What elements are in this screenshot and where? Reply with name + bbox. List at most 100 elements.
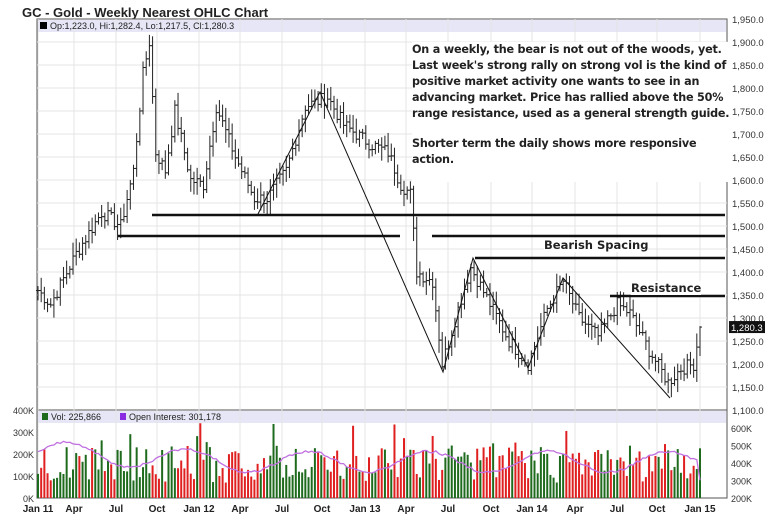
volume-bar xyxy=(571,453,574,498)
volume-bar xyxy=(56,477,59,498)
chart-title: GC - Gold - Weekly Nearest OHLC Chart xyxy=(22,5,269,20)
volume-bar xyxy=(406,456,409,498)
volume-bar xyxy=(463,452,466,498)
volume-bar xyxy=(438,479,441,498)
x-tick-label: Jan 15 xyxy=(684,504,716,515)
annotation-paragraph-1: On a weekly, the bear is not out of the … xyxy=(412,43,730,120)
volume-bar xyxy=(380,448,383,498)
volume-bar xyxy=(336,450,339,498)
price-tick-label: 1,700.0 xyxy=(732,130,764,141)
x-tick-label: Jan 13 xyxy=(349,504,381,515)
volume-bar xyxy=(444,457,447,498)
volume-bar xyxy=(332,456,335,498)
volume-bar xyxy=(425,450,428,498)
volume-bar xyxy=(243,476,246,498)
volume-bar xyxy=(597,449,600,498)
bearish-spacing-label: Bearish Spacing xyxy=(544,238,649,252)
volume-tick-label: 300K xyxy=(13,428,34,438)
volume-bar xyxy=(65,447,68,498)
volume-bar xyxy=(224,482,227,498)
volume-legend-bar xyxy=(38,411,726,423)
volume-bar xyxy=(282,477,285,498)
volume-bar xyxy=(460,456,463,498)
volume-bar xyxy=(517,456,520,498)
volume-bar xyxy=(447,448,450,498)
x-tick-label: Jul xyxy=(441,504,456,515)
volume-bar xyxy=(619,457,622,498)
last-price-tag xyxy=(729,321,765,334)
volume-bar xyxy=(183,468,186,498)
volume-bar xyxy=(342,478,345,498)
volume-bar xyxy=(253,479,256,498)
price-tick-label: 1,950.0 xyxy=(732,15,764,26)
price-tick-label: 1,300.0 xyxy=(732,314,764,325)
volume-bar xyxy=(358,471,361,498)
volume-bar xyxy=(37,473,39,498)
volume-bar xyxy=(231,452,234,498)
volume-bar xyxy=(552,477,555,498)
volume-bar xyxy=(94,449,97,498)
volume-bar xyxy=(578,452,581,498)
volume-bar xyxy=(269,455,272,498)
annotation-box: On a weekly, the bear is not out of the … xyxy=(412,42,730,182)
price-tick-label: 1,650.0 xyxy=(732,153,764,164)
volume-bar xyxy=(164,481,167,498)
volume-bar xyxy=(91,448,94,498)
volume-bar xyxy=(167,453,170,498)
x-tick-label: Apr xyxy=(231,504,248,515)
volume-bar xyxy=(154,474,157,498)
volume-bar xyxy=(84,454,87,498)
price-tick-label: 1,550.0 xyxy=(732,199,764,210)
volume-bar xyxy=(683,455,686,498)
volume-bar xyxy=(434,458,437,498)
volume-bar xyxy=(196,436,199,498)
volume-tick-label: 400K xyxy=(13,406,34,416)
volume-bar xyxy=(116,449,119,498)
volume-bar xyxy=(498,455,501,498)
volume-bar xyxy=(663,444,666,498)
volume-bar xyxy=(259,473,262,498)
volume-bar xyxy=(466,454,469,498)
volume-bar xyxy=(399,458,402,498)
volume-bar xyxy=(129,434,132,498)
volume-bar xyxy=(294,448,297,498)
volume-bar xyxy=(600,453,603,498)
price-tick-label: 1,600.0 xyxy=(732,176,764,187)
volume-bar xyxy=(609,459,612,498)
volume-bar xyxy=(278,457,281,498)
volume-bar xyxy=(192,479,195,498)
volume-bar xyxy=(574,458,577,498)
volume-bar xyxy=(450,445,453,498)
volume-bar xyxy=(68,477,71,498)
x-tick-label: Jul xyxy=(610,504,625,515)
volume-bar xyxy=(638,451,641,498)
x-tick-label: Jan 12 xyxy=(183,504,215,515)
annotation-paragraph-2: Shorter term the daily shows more respon… xyxy=(412,137,697,166)
volume-bar xyxy=(212,482,215,498)
volume-bar xyxy=(81,461,84,498)
x-tick-label: Apr xyxy=(397,504,414,515)
oi-tick-label: 400K xyxy=(731,459,752,469)
volume-bar xyxy=(520,451,523,498)
volume-bar xyxy=(329,471,332,498)
price-tick-label: 1,800.0 xyxy=(732,84,764,95)
x-tick-label: Oct xyxy=(314,504,331,515)
volume-bar xyxy=(352,425,355,498)
volume-bar xyxy=(142,467,145,498)
ohlc-legend: Op:1,223.0, Hi:1,282.4, Lo:1,217.5, Cl:1… xyxy=(50,21,234,31)
volume-bar xyxy=(122,471,125,498)
volume-bar xyxy=(546,453,549,498)
volume-bar xyxy=(317,452,320,498)
volume-bar xyxy=(648,456,651,498)
volume-bar xyxy=(543,453,546,498)
volume-bar xyxy=(673,466,676,498)
x-tick-label: Jul xyxy=(275,504,290,515)
price-tick-label: 1,500.0 xyxy=(732,222,764,233)
volume-bar xyxy=(285,464,288,498)
volume-bar xyxy=(508,447,511,498)
open-interest-line xyxy=(37,440,701,481)
price-tick-label: 1,900.0 xyxy=(732,38,764,49)
volume-bar xyxy=(97,469,100,498)
volume-bar xyxy=(431,435,434,498)
oi-tick-label: 500K xyxy=(731,442,752,452)
